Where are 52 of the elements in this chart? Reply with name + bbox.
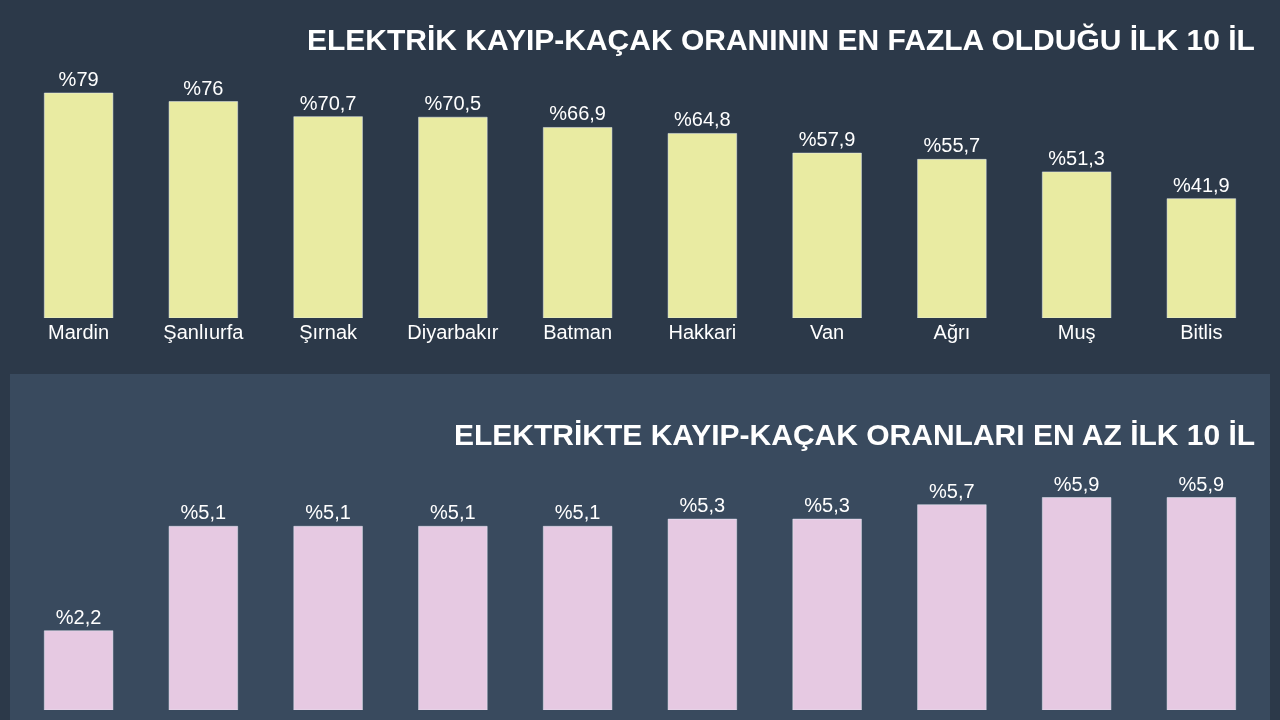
- x-tick-label: Şanlıurfa: [163, 321, 245, 343]
- bar: [667, 518, 737, 710]
- bar: [44, 92, 114, 318]
- data-label: %64,8: [674, 108, 731, 131]
- data-label: %55,7: [923, 134, 981, 157]
- chart-title: ELEKTRİKTE KAYIP-KAÇAK ORANLARI EN AZ İLK 10 İL: [454, 418, 1256, 451]
- data-label: %5,1: [180, 501, 227, 524]
- bar: [168, 101, 238, 318]
- bar: [543, 127, 613, 318]
- bar: [293, 116, 363, 318]
- data-label: %51,3: [1048, 146, 1105, 169]
- data-label: %70,5: [424, 92, 482, 115]
- data-label: %5,1: [305, 501, 351, 524]
- x-tick-label: Batman: [543, 321, 613, 343]
- data-label: %5,3: [804, 494, 850, 517]
- bar: [917, 159, 987, 318]
- bar: [1166, 497, 1236, 710]
- x-tick-label: Hakkari: [668, 321, 737, 343]
- data-label: %79: [58, 68, 99, 90]
- x-tick-label: Van: [810, 321, 845, 343]
- data-label: %5,9: [1178, 472, 1225, 495]
- data-label: %5,3: [679, 494, 726, 517]
- bar: [1042, 497, 1112, 710]
- bar: [44, 630, 114, 710]
- data-label: %5,1: [430, 501, 476, 524]
- data-label: %5,7: [929, 479, 975, 502]
- data-label: %5,1: [554, 501, 601, 524]
- bar: [293, 526, 363, 710]
- x-tick-label: Muş: [1057, 321, 1096, 343]
- data-label: %2,2: [55, 605, 102, 628]
- bar: [792, 518, 862, 710]
- x-tick-label: Ağrı: [933, 321, 971, 343]
- data-label: %41,9: [1173, 173, 1230, 196]
- bar: [1166, 198, 1236, 318]
- bar: [667, 133, 737, 318]
- chart-title: ELEKTRİK KAYIP-KAÇAK ORANININ EN FAZLA OLDUĞU İLK 10 İL: [307, 23, 1255, 56]
- bar: [168, 526, 238, 710]
- data-label: %76: [183, 76, 224, 99]
- bar: [418, 116, 488, 318]
- x-tick-label: Bitlis: [1180, 321, 1223, 343]
- bar: [543, 526, 613, 710]
- x-tick-label: Diyarbakır: [407, 321, 499, 343]
- data-label: %70,7: [299, 91, 357, 114]
- data-label: %66,9: [549, 102, 606, 125]
- data-label: %5,9: [1053, 472, 1100, 495]
- bar: [792, 152, 862, 318]
- bar: [1042, 171, 1112, 318]
- data-label: %57,9: [798, 128, 856, 151]
- x-tick-label: Mardin: [48, 321, 110, 343]
- x-tick-label: Şırnak: [299, 321, 359, 343]
- bar: [418, 526, 488, 710]
- bar: [917, 504, 987, 710]
